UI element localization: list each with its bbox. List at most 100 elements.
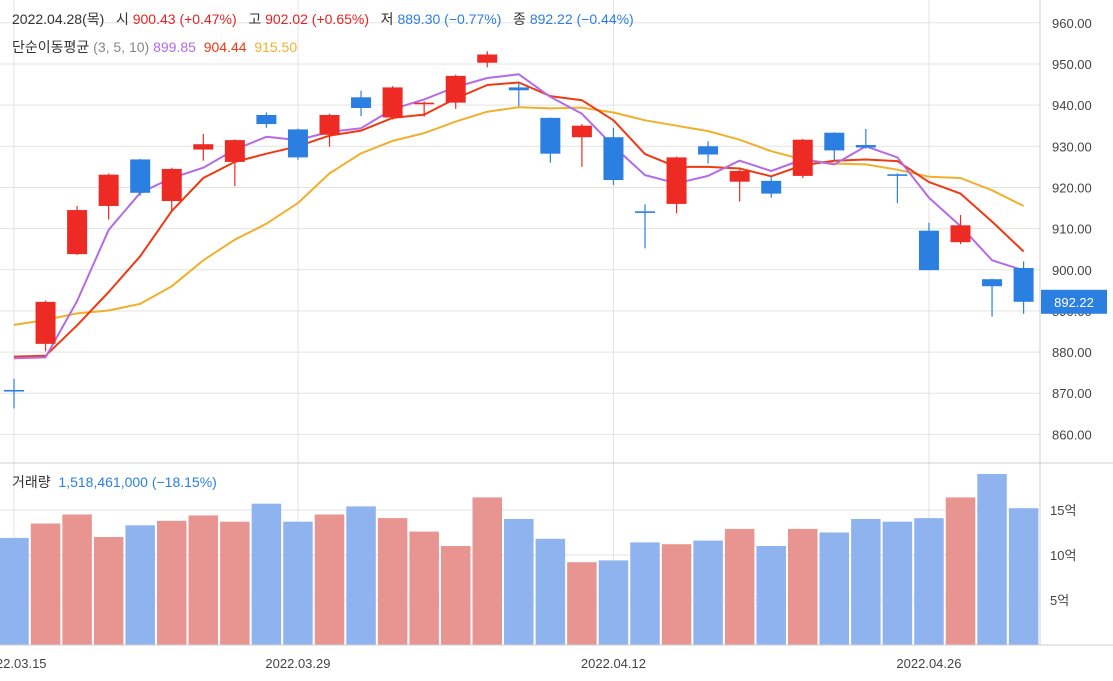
candle-body xyxy=(666,157,687,204)
volume-bar xyxy=(125,525,155,645)
price-tick-label: 910.00 xyxy=(1052,222,1092,237)
volume-bar xyxy=(1008,508,1039,645)
moving-average-lines xyxy=(13,73,1025,360)
volume-bar xyxy=(346,506,376,645)
volume-bar xyxy=(977,474,1007,645)
close-value: 892.22 (−0.44%) xyxy=(529,11,634,27)
date-tick-label: 2022.04.12 xyxy=(581,656,646,671)
candle-body xyxy=(508,87,529,91)
candle-body xyxy=(603,137,624,181)
candle xyxy=(224,139,245,187)
ma-legend-label: 단순이동평균 xyxy=(12,39,90,55)
candle-body xyxy=(98,174,119,206)
volume-tick-label: 15억 xyxy=(1050,503,1076,518)
candle-body xyxy=(887,174,908,176)
candle xyxy=(603,127,624,185)
candle xyxy=(540,117,561,163)
volume-bar xyxy=(756,546,786,645)
candle-body xyxy=(287,129,308,158)
volume-bar xyxy=(62,514,92,645)
candle-body xyxy=(67,210,88,255)
candle xyxy=(1013,261,1034,314)
ma3-line xyxy=(13,73,1024,360)
candle xyxy=(792,138,813,178)
last-price-tag-text: 892.22 xyxy=(1054,295,1094,310)
last-price-tag: 892.22 xyxy=(1041,289,1107,314)
candle-body xyxy=(445,75,466,103)
volume-bar xyxy=(567,562,597,645)
volume-label: 거래량 xyxy=(12,474,51,490)
candle xyxy=(414,101,435,117)
candle xyxy=(761,175,782,198)
candle-body xyxy=(193,144,214,150)
candle-body xyxy=(351,97,372,109)
volume-bar xyxy=(598,560,629,645)
price-info-header: 2022.04.28(목) 시 900.43 (+0.47%) 고 902.02… xyxy=(12,9,634,29)
candle-body xyxy=(414,102,435,105)
volume-bar xyxy=(914,518,944,645)
candle-body xyxy=(918,230,939,271)
volume-bar xyxy=(30,523,61,645)
candle xyxy=(35,300,56,352)
candle xyxy=(571,124,592,167)
candle xyxy=(319,113,340,147)
candlesticks[interactable] xyxy=(4,51,1034,409)
candle-body xyxy=(635,211,655,213)
candle-body xyxy=(1013,267,1034,302)
low-label: 저 xyxy=(380,11,394,27)
candle-body xyxy=(824,132,845,151)
open-label: 시 xyxy=(115,11,129,27)
price-tick-label: 860.00 xyxy=(1052,427,1092,442)
date-tick-label: 2022.03.29 xyxy=(265,656,330,671)
candle xyxy=(4,378,24,409)
candle xyxy=(477,51,498,68)
date-tick-label: 2022.04.26 xyxy=(896,656,961,671)
candle xyxy=(351,90,372,117)
candle-body xyxy=(477,54,498,63)
candle xyxy=(918,222,939,271)
candle xyxy=(887,173,908,204)
candle-body xyxy=(540,117,561,154)
ma10-value: 915.50 xyxy=(254,39,298,55)
ma5-line xyxy=(13,81,1025,358)
volume-legend: 거래량 1,518,461,000 (−18.15%) xyxy=(12,472,217,492)
candle xyxy=(950,215,971,245)
volume-bar xyxy=(819,532,850,645)
volume-bar xyxy=(283,521,313,645)
candle-body xyxy=(950,225,971,243)
price-tick-label: 940.00 xyxy=(1052,98,1092,113)
candle xyxy=(666,156,687,214)
candle xyxy=(130,159,151,196)
volume-bar xyxy=(220,521,250,645)
candle xyxy=(982,278,1003,317)
price-tick-label: 900.00 xyxy=(1052,263,1092,278)
candle xyxy=(508,82,529,107)
volume-tick-label: 10억 xyxy=(1050,548,1076,563)
volume-bar xyxy=(188,515,219,645)
candle xyxy=(824,132,845,162)
ma10-line xyxy=(13,106,1025,326)
candle-body xyxy=(130,159,151,193)
candle-body xyxy=(761,180,782,194)
price-tick-label: 960.00 xyxy=(1052,16,1092,31)
price-tick-label: 950.00 xyxy=(1052,57,1092,72)
volume-bars[interactable] xyxy=(0,474,1039,645)
candle-body xyxy=(571,125,592,138)
close-label: 종 xyxy=(513,11,526,27)
price-tick-label: 880.00 xyxy=(1052,345,1092,360)
ma5-value: 904.44 xyxy=(203,39,247,55)
volume-bar xyxy=(724,528,755,645)
volume-bar xyxy=(693,540,723,645)
low-value: 889.30 (−0.77%) xyxy=(397,11,502,27)
volume-bar xyxy=(788,528,818,645)
candle-body xyxy=(161,168,182,202)
date-tick-label: 2022.03.15 xyxy=(0,656,47,671)
candle-body xyxy=(4,389,24,392)
candle xyxy=(635,204,655,249)
volume-bar xyxy=(945,497,976,645)
volume-bar xyxy=(472,497,502,645)
ma-legend: 단순이동평균 (3, 5, 10) 899.85 904.44 915.50 xyxy=(12,37,297,57)
candle xyxy=(445,74,466,109)
last-price-tag-bg xyxy=(1041,289,1107,314)
